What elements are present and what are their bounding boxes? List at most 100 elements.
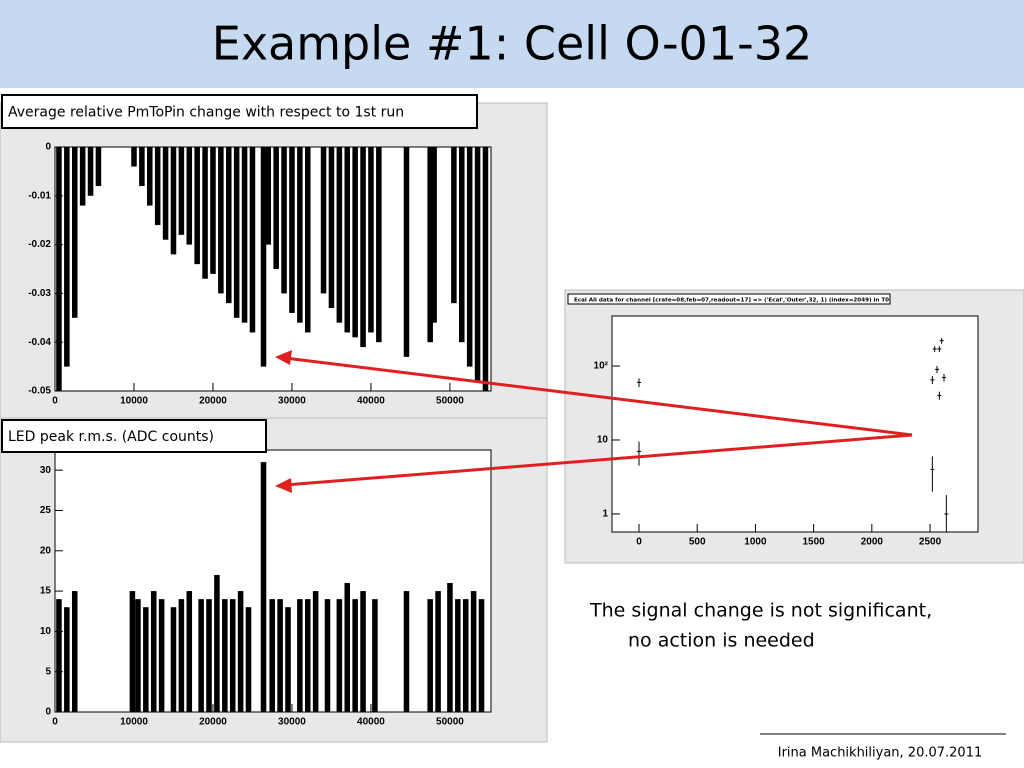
y-tick-label: 20 — [40, 545, 52, 556]
bar — [226, 147, 232, 304]
bar — [462, 599, 469, 712]
y-tick-label: 25 — [40, 505, 52, 516]
chart-title-box — [1, 419, 267, 453]
bar — [229, 599, 236, 712]
bar — [135, 599, 141, 712]
bar — [79, 147, 86, 206]
bar — [352, 147, 358, 338]
bar — [427, 147, 433, 343]
bar — [273, 147, 279, 269]
bar — [312, 591, 319, 712]
y-tick-label: 15 — [40, 586, 52, 597]
x-tick-label: 20000 — [199, 717, 227, 728]
bar — [447, 583, 453, 712]
x-tick-label: 0 — [636, 537, 642, 548]
header-band — [0, 0, 1024, 88]
x-tick-label: 30000 — [278, 717, 306, 728]
bar — [269, 599, 275, 712]
x-tick-label: 30000 — [278, 396, 306, 407]
y-tick-label: -0.03 — [28, 288, 51, 299]
bar — [482, 147, 489, 391]
bar — [297, 599, 303, 712]
y-tick-label: -0.02 — [28, 239, 51, 250]
bar — [210, 147, 216, 274]
bar — [470, 591, 477, 712]
bar — [403, 147, 410, 357]
y-tick-label: 30 — [40, 465, 52, 476]
x-tick-label: 10000 — [120, 717, 148, 728]
bar — [198, 599, 204, 712]
bar — [139, 147, 145, 187]
bar — [214, 574, 220, 712]
conclusion: The signal change is not significant, — [589, 600, 932, 622]
chart-title: LED peak r.m.s. (ADC counts) — [8, 429, 214, 445]
bar — [56, 147, 62, 391]
plot-area — [611, 315, 979, 533]
x-tick-label: 0 — [52, 396, 58, 407]
bar — [435, 591, 441, 712]
bar — [459, 147, 465, 343]
charts: 0 10000 20000 30000 40000 500000-0.01-0.02-0.… — [0, 94, 1024, 743]
arrow — [284, 433, 913, 487]
bar — [206, 599, 212, 712]
x-tick-label: 10000 — [120, 396, 148, 407]
bar — [431, 147, 437, 323]
bar — [186, 591, 193, 712]
bar — [289, 147, 295, 313]
slide-title: Example #1: Cell O-01-32 — [212, 17, 812, 71]
bar — [170, 147, 177, 255]
bar — [455, 599, 461, 712]
y-tick-label: 10 — [597, 435, 609, 446]
bar — [297, 147, 303, 323]
x-tick-label: 20000 — [199, 396, 227, 407]
chart-title-box — [567, 293, 891, 305]
x-tick-label: 1500 — [803, 537, 826, 548]
bar — [202, 147, 208, 279]
bar — [222, 599, 228, 712]
bar — [154, 147, 161, 226]
y-tick-label: 10 — [40, 626, 52, 637]
bar — [178, 147, 185, 235]
arrow — [284, 356, 913, 437]
x-tick-label: 40000 — [357, 396, 385, 407]
bar — [328, 147, 335, 309]
bar — [360, 147, 366, 348]
chart-title-box — [1, 94, 478, 129]
bar — [344, 147, 351, 333]
chart-title: Ecal All data for channel [crate=08,feb=… — [574, 298, 889, 304]
y-tick-label: 1 — [602, 509, 608, 520]
footer: Irina Machikhiliyan, 20.07.2011 — [778, 746, 983, 761]
bar — [304, 599, 311, 712]
bar — [336, 599, 343, 712]
bar — [304, 147, 311, 333]
bar — [277, 599, 283, 712]
y-tick-label: 5 — [45, 666, 51, 677]
bar — [265, 147, 272, 245]
bar — [237, 591, 244, 712]
bar — [466, 147, 473, 367]
bar — [233, 147, 240, 318]
bar — [71, 147, 78, 318]
bar — [478, 599, 485, 712]
arrow-head — [275, 478, 292, 493]
bar — [129, 591, 136, 712]
bar — [147, 147, 153, 206]
x-tick-label: 2500 — [919, 537, 942, 548]
bar — [344, 583, 351, 712]
conclusion: no action is needed — [628, 630, 815, 652]
bar — [403, 591, 410, 712]
bar — [143, 607, 149, 712]
x-tick-label: 0 — [52, 717, 58, 728]
arrow-head — [275, 350, 292, 365]
bar — [368, 147, 374, 333]
bar — [324, 599, 331, 712]
y-tick-label: -0.01 — [28, 190, 51, 201]
y-tick-label: -0.05 — [28, 386, 51, 397]
bar — [218, 147, 224, 294]
bar — [260, 147, 267, 367]
bar — [336, 147, 343, 323]
bar — [158, 599, 165, 712]
y-tick-label: 10² — [594, 361, 609, 372]
